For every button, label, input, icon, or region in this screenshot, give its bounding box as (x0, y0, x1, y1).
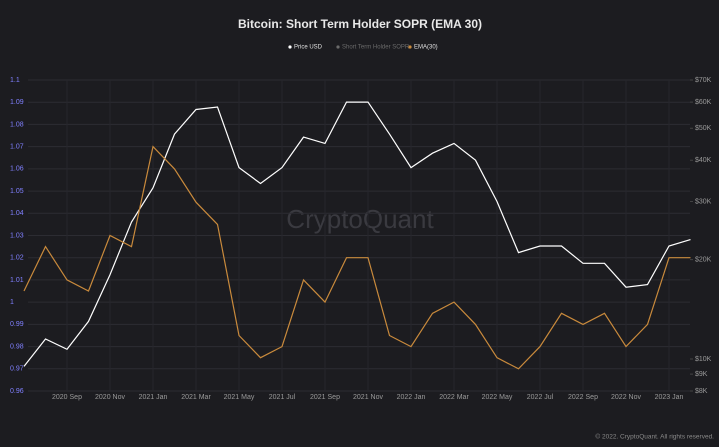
x-tick-label: 2022 Sep (568, 394, 598, 401)
x-tick-label: 2022 May (482, 394, 513, 401)
y-tick-label: 1.03 (10, 232, 24, 239)
y2-tick-label: $8K (695, 388, 708, 395)
x-tick-label: 2020 Sep (52, 394, 82, 401)
y2-tick-label: $40K (695, 157, 712, 164)
chart-title: Bitcoin: Short Term Holder SOPR (EMA 30) (238, 17, 482, 31)
y-tick-label: 1.06 (10, 166, 24, 173)
x-tick-label: 2021 Sep (310, 394, 340, 401)
x-tick-label: 2021 Nov (353, 394, 383, 401)
y-tick-label: 1.07 (10, 143, 24, 150)
x-tick-label: 2021 May (224, 394, 255, 401)
x-tick-label: 2020 Nov (95, 394, 125, 401)
legend-label: EMA(30) (414, 45, 438, 51)
y-tick-label: 1.08 (10, 121, 24, 128)
y-tick-label: 1.1 (10, 77, 20, 84)
y-tick-label: 1.01 (10, 277, 24, 284)
watermark: CryptoQuant (286, 204, 434, 234)
y-tick-label: 0.98 (10, 343, 24, 350)
y2-tick-label: $60K (695, 99, 712, 106)
x-tick-label: 2021 Mar (181, 394, 211, 401)
footer: © 2022. CryptoQuant. All rights reserved… (595, 433, 714, 441)
y-tick-label: 1.02 (10, 255, 24, 262)
y-tick-label: 1.04 (10, 210, 24, 217)
y-tick-label: 0.96 (10, 388, 24, 395)
x-tick-label: 2022 Jan (397, 394, 426, 401)
y-tick-label: 1 (10, 299, 14, 306)
y2-tick-label: $20K (695, 256, 712, 263)
y-tick-label: 1.09 (10, 99, 24, 106)
y-tick-label: 1.05 (10, 188, 24, 195)
legend-marker (408, 45, 412, 49)
series-line (23, 145, 691, 370)
series-line (23, 101, 691, 367)
y2-tick-label: $9K (695, 371, 708, 378)
y-tick-label: 0.99 (10, 321, 24, 328)
y2-tick-label: $30K (695, 198, 712, 205)
legend-marker (288, 45, 292, 49)
x-tick-label: 2023 Jan (655, 394, 684, 401)
y-tick-label: 0.97 (10, 366, 24, 373)
x-tick-label: 2022 Jul (527, 394, 554, 401)
legend-label: Short Term Holder SOPR (342, 45, 410, 51)
x-tick-label: 2021 Jan (139, 394, 168, 401)
x-tick-label: 2022 Nov (611, 394, 641, 401)
legend-marker (336, 45, 340, 49)
y2-tick-label: $10K (695, 356, 712, 363)
x-tick-label: 2022 Mar (439, 394, 469, 401)
y2-tick-label: $70K (695, 77, 712, 84)
x-tick-label: 2021 Jul (269, 394, 296, 401)
y2-tick-label: $50K (695, 125, 712, 132)
legend-label: Price USD (294, 45, 323, 51)
